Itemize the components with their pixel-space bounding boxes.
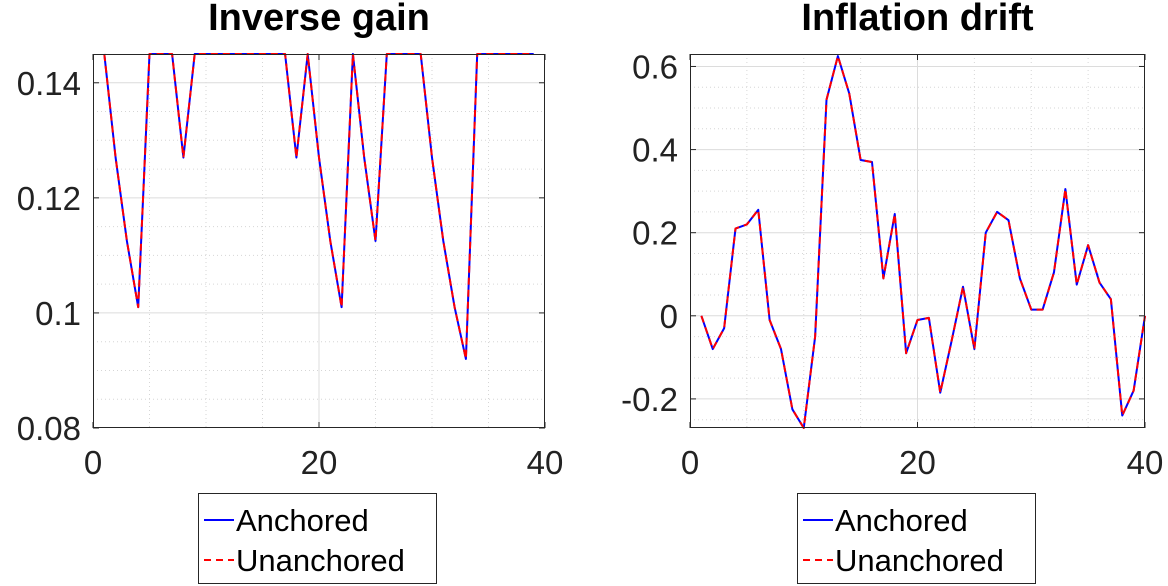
y-tick-label: 0.2	[632, 215, 678, 252]
x-tick-label: 40	[1127, 444, 1164, 481]
y-tick-label: 0.14	[17, 65, 81, 102]
tick-marks	[92, 54, 546, 429]
series-line-unanchored	[103, 53, 534, 360]
y-tick-label: -0.2	[621, 381, 678, 418]
series-lines	[700, 55, 1146, 429]
chart-panel-inverse-gain: 0 20 40 0.08 0.1 0.12 0.14 Inverse gain Anchor…	[17, 0, 564, 584]
legend-label-anchored: Anchored	[236, 503, 369, 538]
legend-box	[797, 493, 1036, 584]
x-tick-label: 0	[681, 444, 699, 481]
legend: Anchored Unanchored	[797, 493, 1036, 584]
x-tick-label: 0	[84, 444, 102, 481]
y-tick-label: 0.12	[17, 180, 81, 217]
series-lines	[103, 53, 534, 360]
grid-lines	[690, 54, 1145, 428]
chart-title: Inflation drift	[801, 0, 1034, 39]
x-tick-label: 20	[899, 444, 936, 481]
chart-title: Inverse gain	[208, 0, 430, 39]
chart-panel-inflation-drift: 0 20 40-0.200.20.40.6 Inflation drift Anch…	[621, 0, 1163, 584]
y-tick-label: 0	[660, 298, 678, 335]
tick-marks	[689, 54, 1146, 428]
legend-label-unanchored: Unanchored	[835, 543, 1004, 578]
legend-label-anchored: Anchored	[835, 503, 968, 538]
legend-box	[198, 493, 437, 584]
tick-labels: 0 20 40-0.200.20.40.6	[621, 48, 1163, 481]
tick-labels: 0 20 40 0.08 0.1 0.12 0.14	[17, 65, 564, 481]
series-line-unanchored	[700, 55, 1146, 429]
y-tick-label: 0.08	[17, 410, 81, 447]
legend: Anchored Unanchored	[198, 493, 437, 584]
y-tick-label: 0.1	[35, 295, 81, 332]
legend-label-unanchored: Unanchored	[236, 543, 405, 578]
x-tick-label: 20	[301, 444, 338, 481]
y-tick-label: 0.4	[632, 132, 678, 169]
x-tick-label: 40	[527, 444, 564, 481]
y-tick-label: 0.6	[632, 48, 678, 85]
